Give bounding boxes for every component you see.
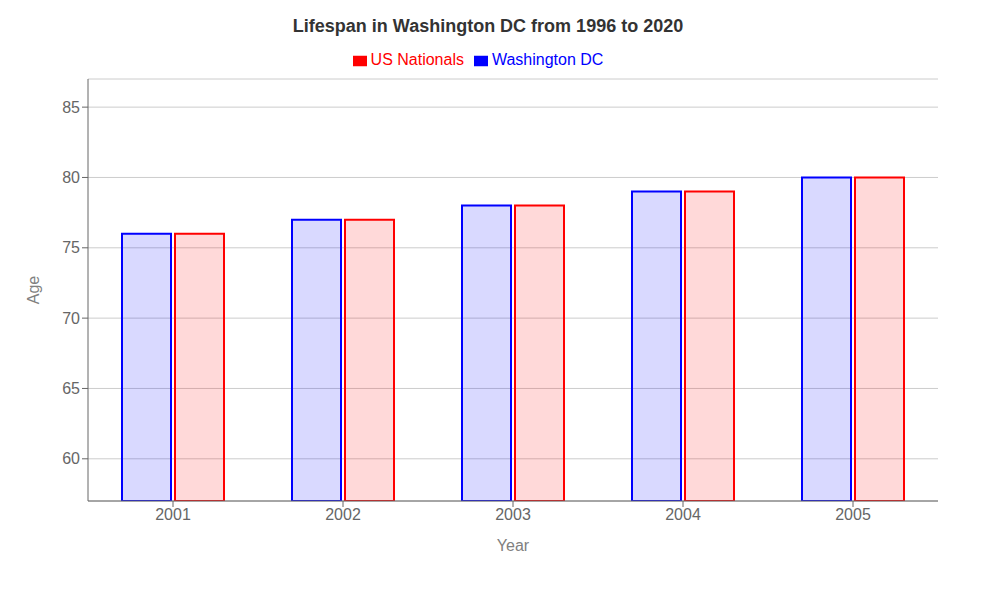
- svg-text:85: 85: [62, 99, 80, 116]
- svg-text:Year: Year: [497, 537, 530, 554]
- html-text:Lifespan in Washington DC from: Lifespan in Washington DC from 1996 to 2…: [292, 16, 684, 36]
- svg-text:65: 65: [62, 380, 80, 397]
- svg-text:2005: 2005: [835, 506, 871, 523]
- html-text:US Nationals: US Nationals: [370, 51, 464, 68]
- svg-text:70: 70: [62, 310, 80, 327]
- svg-text:2003: 2003: [495, 506, 531, 523]
- html-text:Washington DC: Washington DC: [492, 51, 604, 68]
- svg-text:75: 75: [62, 239, 80, 256]
- svg-text:Age: Age: [25, 276, 42, 305]
- svg-text:60: 60: [62, 450, 80, 467]
- svg-text:2001: 2001: [155, 506, 191, 523]
- svg-text:2004: 2004: [665, 506, 701, 523]
- svg-text:2002: 2002: [325, 506, 361, 523]
- svg-text:80: 80: [62, 169, 80, 186]
